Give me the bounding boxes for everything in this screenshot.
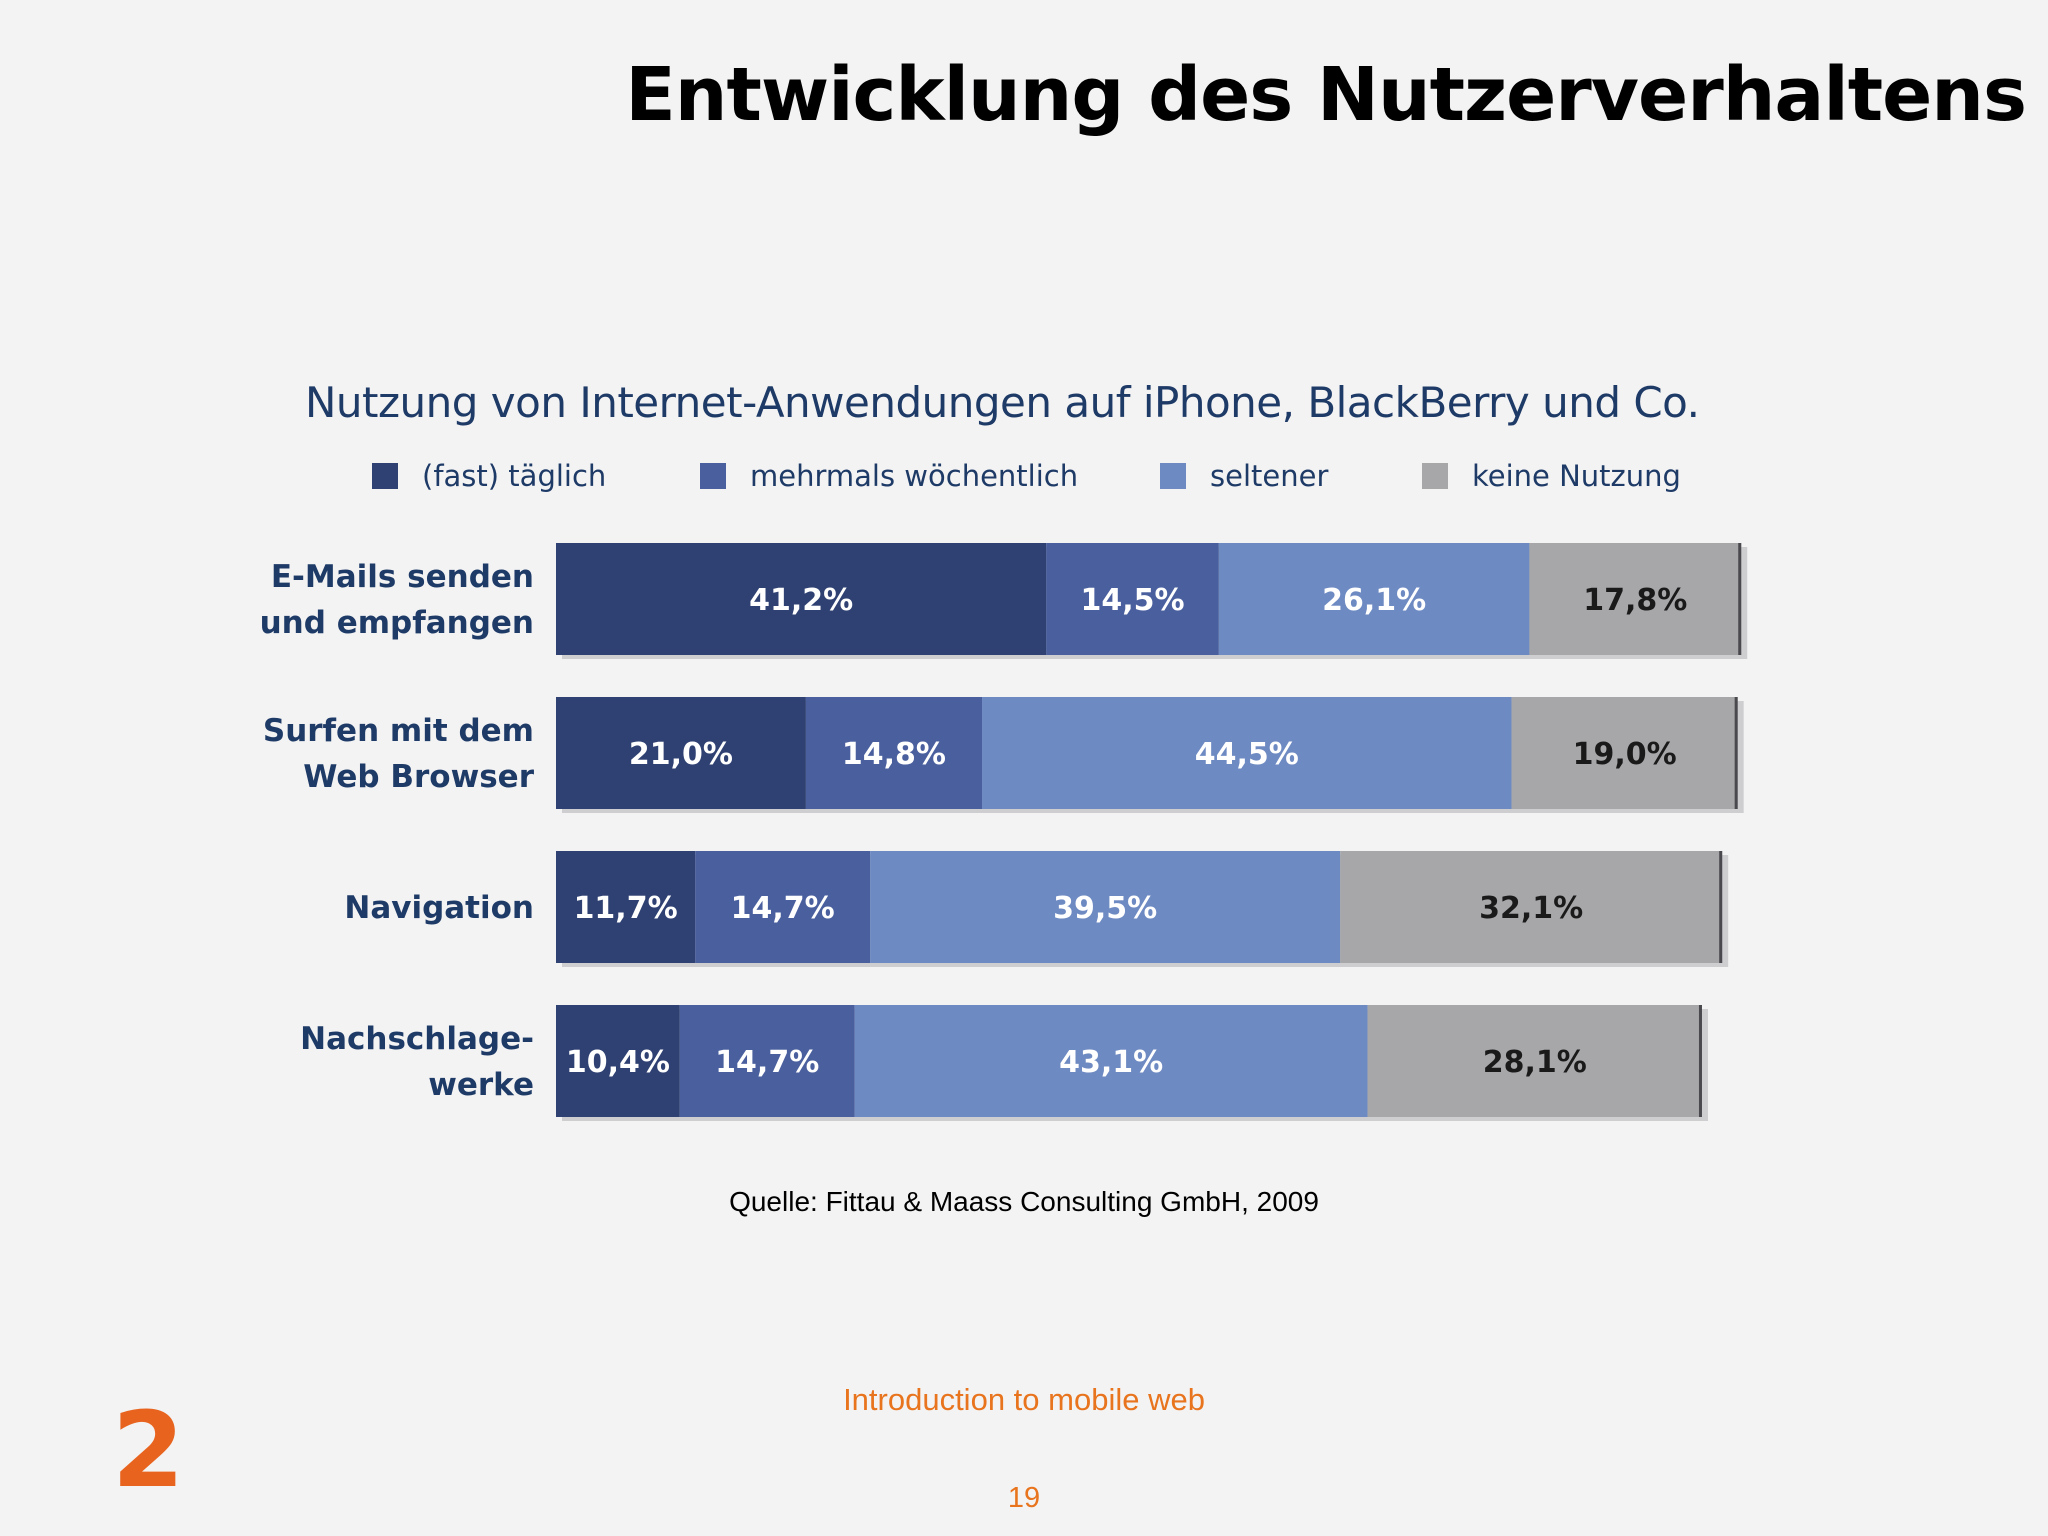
bar-end-edge: [1734, 697, 1738, 809]
chart-legend: (fast) täglich mehrmals wöchentlich selt…: [372, 458, 1681, 494]
bar-segment: [1046, 543, 1219, 655]
page-number: 19: [1007, 1482, 1041, 1514]
legend-label-none: keine Nutzung: [1472, 459, 1681, 493]
category-label: werke: [428, 1067, 534, 1103]
data-label: 11,7%: [574, 891, 678, 926]
bar-segment: [556, 1005, 680, 1117]
chart-area: Nutzung von Internet-Anwendungen auf iPh…: [260, 360, 1760, 1140]
bar-segment: [982, 697, 1512, 809]
data-label: 14,8%: [842, 737, 946, 772]
bar-segment: [1511, 697, 1738, 809]
legend-item-daily: (fast) täglich: [372, 458, 606, 494]
category-label: Nachschlage-: [300, 1021, 534, 1057]
legend-swatch-weekly: [700, 463, 726, 489]
bar-end-edge: [1698, 1005, 1702, 1117]
bar-segment: [556, 697, 806, 809]
slide-title: Entwicklung des Nutzerverhaltens: [625, 52, 2027, 138]
bar-end-edge: [1738, 543, 1742, 655]
chart-title: Nutzung von Internet-Anwendungen auf iPh…: [305, 378, 1700, 427]
category-label: und empfangen: [260, 605, 534, 641]
category-label: Navigation: [344, 890, 534, 926]
data-label: 10,4%: [566, 1045, 670, 1080]
category-label: Surfen mit dem: [263, 713, 534, 749]
data-label: 19,0%: [1573, 737, 1677, 772]
source-citation: Quelle: Fittau & Maass Consulting GmbH, …: [729, 1186, 1319, 1217]
legend-swatch-rarely: [1160, 463, 1186, 489]
bar-segment: [1529, 543, 1742, 655]
legend-item-none: keine Nutzung: [1422, 458, 1681, 494]
bar-segment: [870, 851, 1341, 963]
data-label: 17,8%: [1583, 583, 1687, 618]
legend-swatch-none: [1422, 463, 1448, 489]
footer-text: Introduction to mobile web: [843, 1382, 1205, 1417]
data-label: 32,1%: [1479, 891, 1583, 926]
bar-segment: [805, 697, 983, 809]
legend-item-rarely: seltener: [1160, 458, 1328, 494]
bar-segment: [695, 851, 871, 963]
data-label: 14,5%: [1081, 583, 1185, 618]
legend-label-weekly: mehrmals wöchentlich: [750, 459, 1079, 493]
legend-swatch-daily: [372, 463, 398, 489]
data-label: 41,2%: [749, 583, 853, 618]
legend-label-rarely: seltener: [1210, 459, 1329, 493]
category-label: Web Browser: [303, 759, 534, 795]
legend-label-daily: (fast) täglich: [422, 459, 607, 493]
data-label: 26,1%: [1322, 583, 1426, 618]
bar-segment: [679, 1005, 855, 1117]
bar-segment: [1218, 543, 1530, 655]
section-number: 2: [112, 1389, 185, 1511]
data-label: 39,5%: [1053, 891, 1157, 926]
stacked-bar-chart: E-Mails senden und empfangen 41,2% 14,5% 26,…: [260, 543, 1748, 1121]
data-label: 21,0%: [629, 737, 733, 772]
data-label: 14,7%: [731, 891, 835, 926]
bar-segment: [1367, 1005, 1702, 1117]
data-label: 28,1%: [1483, 1045, 1587, 1080]
category-label: E-Mails senden: [271, 559, 534, 595]
bar-end-edge: [1719, 851, 1723, 963]
data-label: 44,5%: [1195, 737, 1299, 772]
bar-segment: [556, 851, 696, 963]
data-label: 14,7%: [715, 1045, 819, 1080]
bar-segment: [1340, 851, 1723, 963]
bar-segment: [854, 1005, 1368, 1117]
bar-segment: [556, 543, 1047, 655]
legend-item-weekly: mehrmals wöchentlich: [700, 458, 1078, 494]
data-label: 43,1%: [1059, 1045, 1163, 1080]
